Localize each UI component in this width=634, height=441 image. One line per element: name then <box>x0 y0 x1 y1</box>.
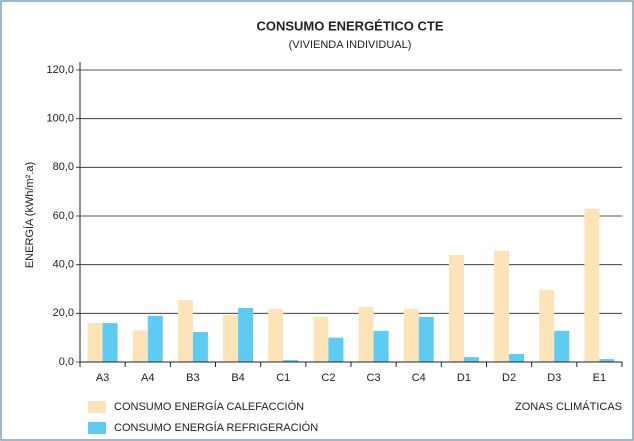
bar <box>373 330 389 362</box>
chart-subtitle: (VIVIENDA INDIVIDUAL) <box>289 39 412 51</box>
x-tick-label: B3 <box>186 372 199 384</box>
bar <box>539 289 555 362</box>
bar <box>268 308 284 362</box>
x-tick-label: A3 <box>96 372 109 384</box>
bar <box>192 332 208 362</box>
bar <box>509 353 525 362</box>
y-axis-label: ENERGÍA (kWh/m².a) <box>23 162 36 268</box>
bar <box>584 208 600 362</box>
y-tick-label: 20,0 <box>53 307 74 319</box>
x-tick-label: C1 <box>276 372 290 384</box>
bar <box>403 308 419 362</box>
bar <box>283 360 299 362</box>
y-tick-label: 120,0 <box>46 64 74 76</box>
bar <box>223 315 239 362</box>
y-tick-label: 80,0 <box>53 161 74 173</box>
x-tick-label: E1 <box>593 372 606 384</box>
bar <box>418 316 434 362</box>
bar <box>238 307 254 362</box>
bar <box>554 330 570 362</box>
y-tick-label: 0,0 <box>59 356 74 368</box>
bar <box>102 323 118 362</box>
x-tick-label: D3 <box>547 372 561 384</box>
legend-label: CONSUMO ENERGÍA CALEFACCIÓN <box>114 400 304 413</box>
bar <box>132 330 148 362</box>
y-tick-label: 60,0 <box>53 210 74 222</box>
bar <box>463 357 479 362</box>
legend-swatch <box>88 422 106 434</box>
bar <box>599 359 615 362</box>
x-tick-label: D2 <box>502 372 516 384</box>
bar <box>177 299 193 362</box>
bar <box>147 315 163 362</box>
y-tick-label: 40,0 <box>53 259 74 271</box>
x-tick-label: C2 <box>321 372 335 384</box>
bar <box>87 323 103 362</box>
x-tick-label: C4 <box>412 372 426 384</box>
bar <box>448 254 464 362</box>
legend-swatch <box>88 401 106 413</box>
bar <box>313 316 329 362</box>
bar <box>328 337 344 362</box>
x-tick-label: A4 <box>141 372 154 384</box>
bar <box>494 250 510 362</box>
x-tick-label: B4 <box>231 372 244 384</box>
x-axis-label: ZONAS CLIMÁTICAS <box>515 400 622 413</box>
y-tick-label: 100,0 <box>46 113 74 125</box>
x-tick-label: C3 <box>367 372 381 384</box>
legend-label: CONSUMO ENERGÍA REFRIGERACIÓN <box>114 421 318 434</box>
chart-title: CONSUMO ENERGÉTICO CTE <box>256 18 443 33</box>
bar <box>358 307 374 362</box>
x-tick-label: D1 <box>457 372 471 384</box>
